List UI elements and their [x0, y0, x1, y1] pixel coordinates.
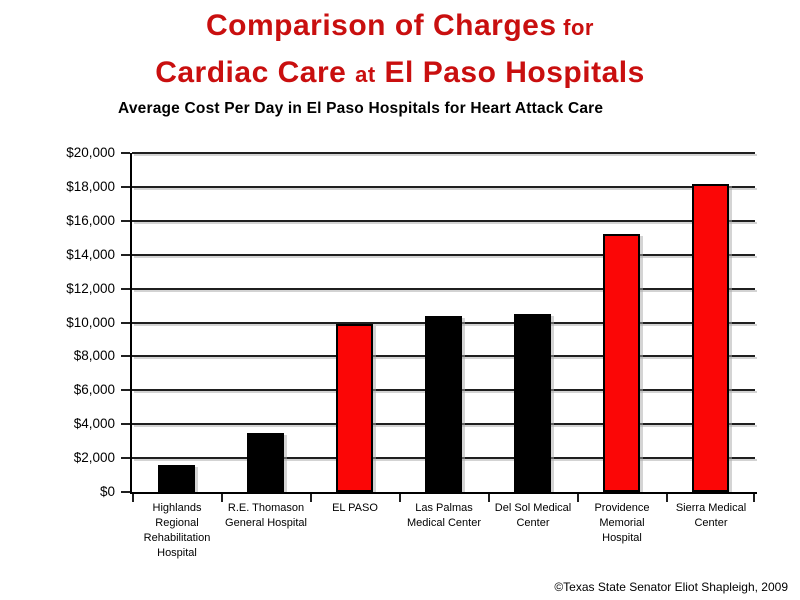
chart-subtitle: Average Cost Per Day in El Paso Hospital…	[118, 100, 604, 117]
x-axis-label-highlands-regional-rehabilitation-hospital: Highlands Regional Rehabilitation Hospital	[122, 501, 232, 561]
y-tick-label: $2,000	[73, 450, 115, 466]
y-tick	[121, 491, 130, 493]
bar-r-e-thomason-general-hospital	[247, 433, 284, 492]
bar-el-paso	[336, 324, 373, 492]
x-axis-label-providence-memorial-hospital: Providence Memorial Hospital	[567, 501, 677, 546]
x-tick	[488, 494, 490, 502]
x-axis-label-sierra-medical-center: Sierra Medical Center	[656, 501, 766, 531]
gridline-12000	[132, 287, 755, 290]
slide-title: Comparison of Charges for Cardiac Care a…	[0, 5, 800, 99]
bar-chart-plot-area	[121, 152, 757, 502]
slide-title-line-2: Cardiac Care at El Paso Hospitals	[0, 52, 800, 99]
y-tick	[121, 253, 130, 256]
x-axis-label-line: Hospital	[602, 532, 642, 544]
y-tick	[121, 185, 130, 188]
gridline-16000	[132, 219, 755, 222]
gridline-14000	[132, 253, 755, 256]
y-tick-label: $8,000	[73, 348, 115, 364]
x-axis-label-line: Hospital	[157, 547, 197, 559]
y-tick-label: $18,000	[66, 178, 115, 194]
gridline-18000	[132, 185, 755, 188]
x-tick	[753, 494, 755, 502]
x-tick	[310, 494, 312, 502]
y-tick	[121, 423, 130, 426]
x-axis-label-line: Center	[516, 517, 550, 529]
gridline-20000	[132, 152, 755, 154]
y-tick-label: $12,000	[66, 280, 115, 296]
bar-highlands-regional-rehabilitation-hospital	[158, 465, 195, 492]
y-tick-label: $4,000	[73, 416, 115, 432]
x-axis-label-line: Highlands	[152, 502, 202, 514]
y-axis-line	[130, 153, 132, 494]
slide-title-line-1: Comparison of Charges for	[0, 5, 800, 52]
x-axis-label-line: General Hospital	[225, 517, 307, 529]
x-axis-label-line: R.E. Thomason	[227, 502, 305, 514]
x-axis-line	[130, 492, 757, 494]
y-tick	[121, 152, 130, 154]
bar-las-palmas-medical-center	[425, 316, 462, 492]
x-axis-label-line: Del Sol Medical	[494, 502, 572, 514]
x-tick	[132, 494, 134, 502]
y-tick	[121, 219, 130, 222]
title-text-small: for	[556, 15, 594, 40]
copyright-credit: ©Texas State Senator Eliot Shapleigh, 20…	[554, 580, 788, 594]
y-tick	[121, 287, 130, 290]
title-text-small: at	[355, 62, 376, 87]
title-text-main: Comparison of Charges	[205, 9, 557, 42]
bar-sierra-medical-center	[692, 184, 729, 492]
x-axis-label-line: Sierra Medical	[675, 502, 747, 514]
y-tick-label: $0	[99, 484, 115, 499]
x-axis-label-las-palmas-medical-center: Las Palmas Medical Center	[389, 501, 499, 531]
y-tick-label: $10,000	[66, 314, 115, 330]
x-axis-label-line: EL PASO	[332, 502, 378, 514]
y-tick-label: $6,000	[73, 382, 115, 398]
title-text-main: El Paso Hospitals	[375, 56, 645, 89]
x-axis-label-el-paso: EL PASO	[300, 501, 410, 516]
y-tick	[121, 457, 130, 460]
x-axis-label-line: Providence	[594, 502, 650, 514]
x-axis-label-line: Center	[694, 517, 728, 529]
y-tick-label: $16,000	[66, 212, 115, 228]
bar-del-sol-medical-center	[514, 314, 551, 492]
x-tick	[399, 494, 401, 502]
y-tick	[121, 389, 130, 392]
y-tick	[121, 321, 130, 324]
y-tick	[121, 355, 130, 358]
x-axis-label-line: Memorial	[599, 517, 645, 529]
x-axis-label-line: Regional	[155, 517, 199, 529]
bar-providence-memorial-hospital	[603, 234, 640, 492]
x-axis-label-line: Medical Center	[407, 517, 481, 529]
x-axis-label-r-e-thomason-general-hospital: R.E. Thomason General Hospital	[211, 501, 321, 531]
title-text-main: Cardiac Care	[155, 56, 356, 89]
x-tick	[577, 494, 579, 502]
y-tick-label: $14,000	[66, 246, 115, 262]
x-tick	[221, 494, 223, 502]
y-tick-label: $20,000	[66, 145, 115, 160]
x-axis-label-line: Las Palmas	[415, 502, 473, 514]
x-axis-label-line: Rehabilitation	[143, 532, 211, 544]
x-tick	[666, 494, 668, 502]
x-axis-label-del-sol-medical-center: Del Sol Medical Center	[478, 501, 588, 531]
